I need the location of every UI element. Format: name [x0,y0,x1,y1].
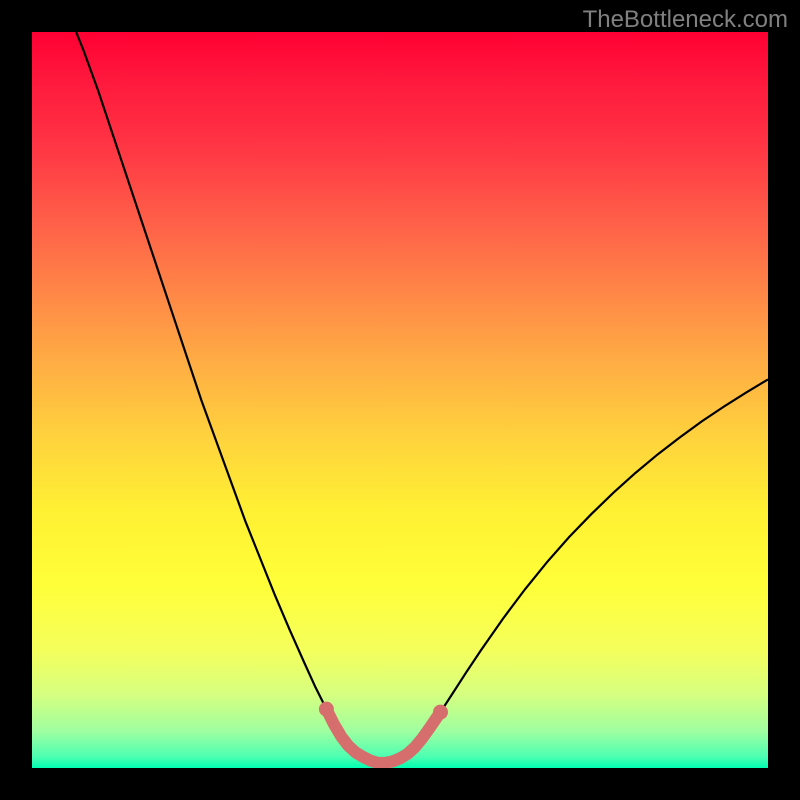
border-bottom [0,768,800,800]
border-left [0,0,32,800]
bottleneck-chart [0,0,800,800]
marker-endpoint [319,702,334,717]
chart-background [32,32,768,768]
watermark-text: TheBottleneck.com [583,6,788,34]
marker-endpoint [433,705,448,720]
border-right [768,0,800,800]
chart-frame: TheBottleneck.com [0,0,800,800]
